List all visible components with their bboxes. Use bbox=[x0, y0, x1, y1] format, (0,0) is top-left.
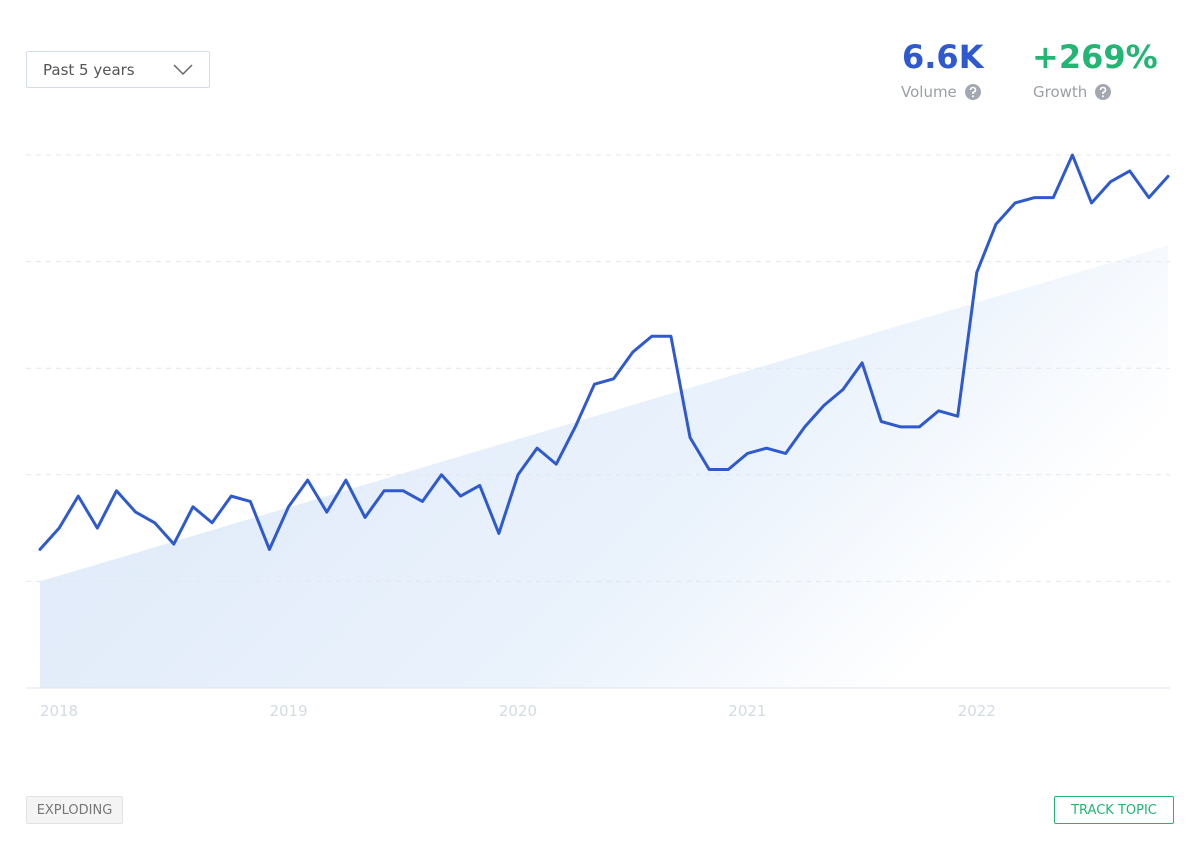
volume-label-row: Volume bbox=[901, 83, 981, 101]
growth-label: Growth bbox=[1033, 83, 1088, 101]
track-topic-button[interactable]: TRACK TOPIC bbox=[1054, 796, 1174, 824]
x-tick-label: 2018 bbox=[40, 702, 78, 720]
x-tick-label: 2020 bbox=[499, 702, 537, 720]
volume-label: Volume bbox=[901, 83, 957, 101]
status-badge: EXPLODING bbox=[26, 796, 123, 824]
growth-label-row: Growth bbox=[1033, 83, 1112, 101]
trend-line bbox=[38, 153, 1170, 551]
help-icon[interactable] bbox=[964, 84, 981, 100]
x-tick-label: 2019 bbox=[269, 702, 307, 720]
trend-area bbox=[40, 245, 1168, 689]
help-icon[interactable] bbox=[1095, 84, 1112, 100]
range-dropdown[interactable]: Past 5 years bbox=[26, 51, 210, 88]
range-label: Past 5 years bbox=[43, 60, 135, 79]
chart: 2018 2019 2020 2021 2022 bbox=[26, 153, 1170, 720]
x-tick-label: 2021 bbox=[728, 702, 766, 720]
volume-value: 6.6K bbox=[902, 38, 984, 76]
x-tick-label: 2022 bbox=[958, 702, 996, 720]
chevron bbox=[173, 64, 193, 76]
growth-value: +269% bbox=[1032, 38, 1158, 76]
